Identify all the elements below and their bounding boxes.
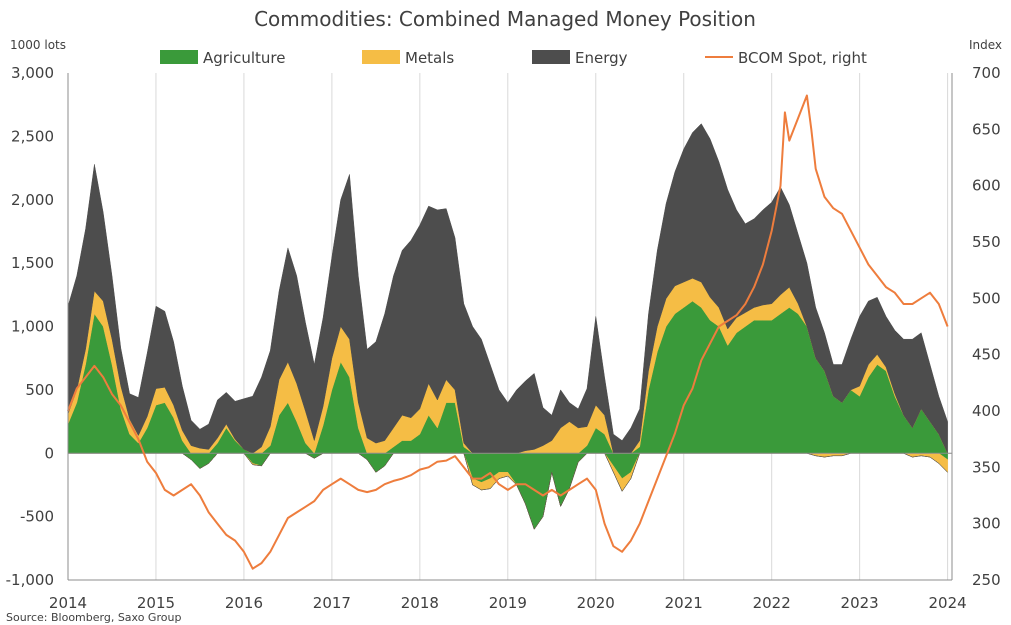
right-tick-label: 550 [972, 233, 1001, 251]
legend: Agriculture Metals Energy BCOM Spot, right [160, 49, 867, 67]
legend-swatch-agriculture [160, 50, 198, 64]
x-tick-label: 2017 [313, 594, 351, 612]
x-tick-label: 2020 [577, 594, 615, 612]
right-axis-unit: Index [969, 38, 1002, 52]
legend-label-energy: Energy [575, 49, 628, 67]
right-tick-label: 300 [972, 515, 1001, 533]
left-tick-label: 500 [25, 381, 54, 399]
left-axis-unit: 1000 lots [10, 38, 66, 52]
legend-item-bcom: BCOM Spot, right [705, 49, 867, 67]
right-tick-label: 500 [972, 289, 1001, 307]
x-tick-label: 2024 [929, 594, 967, 612]
x-tick-label: 2015 [137, 594, 175, 612]
line-bcom [67, 94, 949, 570]
x-tick-label: 2021 [665, 594, 703, 612]
right-tick-label: 250 [972, 571, 1001, 589]
right-tick-label: 700 [972, 64, 1001, 82]
x-tick-label: 2016 [225, 594, 263, 612]
legend-item-agriculture: Agriculture [160, 49, 286, 67]
right-tick-label: 650 [972, 120, 1001, 138]
right-tick-label: 400 [972, 402, 1001, 420]
x-tick-label: 2022 [753, 594, 791, 612]
x-tick-label: 2019 [489, 594, 527, 612]
left-tick-label: -500 [20, 508, 54, 526]
right-tick-label: 450 [972, 346, 1001, 364]
left-tick-label: 1,000 [11, 318, 54, 336]
left-tick-label: 3,000 [11, 64, 54, 82]
x-tick-label: 2018 [401, 594, 439, 612]
source-note: Source: Bloomberg, Saxo Group [6, 611, 181, 624]
left-tick-label: 2,000 [11, 191, 54, 209]
left-tick-label: 1,500 [11, 254, 54, 272]
legend-swatch-energy [532, 50, 570, 64]
legend-label-bcom: BCOM Spot, right [738, 49, 867, 67]
x-tick-label: 2023 [841, 594, 879, 612]
legend-item-metals: Metals [362, 49, 454, 67]
right-tick-label: 350 [972, 458, 1001, 476]
legend-label-agriculture: Agriculture [203, 49, 286, 67]
left-tick-label: 0 [44, 444, 54, 462]
left-tick-label: 2,500 [11, 127, 54, 145]
legend-item-energy: Energy [532, 49, 628, 67]
tick-labels: -1,000 -500 0 500 1,000 1,500 2,000 2,500 3,000 2… [6, 64, 1001, 612]
left-tick-label: -1,000 [6, 571, 54, 589]
legend-swatch-metals [362, 50, 400, 64]
chart-title: Commodities: Combined Managed Money Posi… [254, 7, 756, 31]
axes [67, 73, 953, 581]
line-series [67, 94, 949, 570]
right-tick-label: 600 [972, 177, 1001, 195]
x-tick-label: 2014 [49, 594, 87, 612]
area-energy-negative [67, 453, 948, 530]
legend-label-metals: Metals [405, 49, 454, 67]
